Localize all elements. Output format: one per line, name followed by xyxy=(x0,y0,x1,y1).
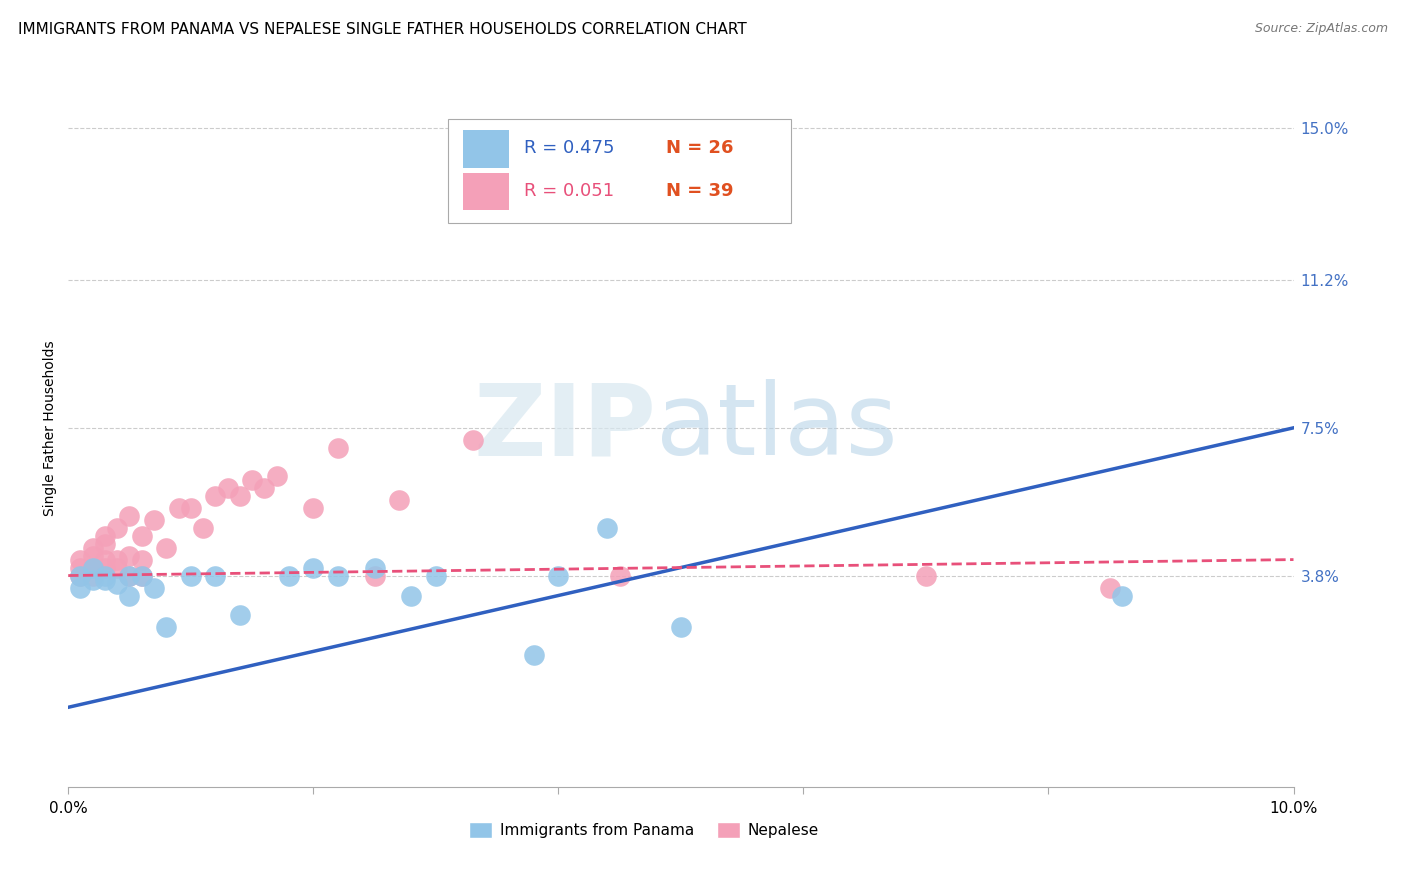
Text: N = 39: N = 39 xyxy=(666,182,734,200)
Point xyxy=(69,581,91,595)
Point xyxy=(82,560,104,574)
Point xyxy=(253,481,276,495)
Point xyxy=(388,492,411,507)
Point xyxy=(277,568,299,582)
Point xyxy=(94,573,117,587)
Point xyxy=(118,589,141,603)
Point xyxy=(326,568,349,582)
Text: IMMIGRANTS FROM PANAMA VS NEPALESE SINGLE FATHER HOUSEHOLDS CORRELATION CHART: IMMIGRANTS FROM PANAMA VS NEPALESE SINGL… xyxy=(18,22,747,37)
Point xyxy=(105,552,128,566)
Point xyxy=(69,568,91,582)
Point xyxy=(94,560,117,574)
Point xyxy=(105,560,128,574)
Point xyxy=(302,560,325,574)
Point xyxy=(105,521,128,535)
Point xyxy=(94,536,117,550)
Point xyxy=(302,500,325,515)
Point xyxy=(82,560,104,574)
Point xyxy=(69,560,91,574)
Point xyxy=(204,568,226,582)
Point xyxy=(363,560,385,574)
Point xyxy=(266,468,288,483)
Point xyxy=(82,541,104,555)
Point xyxy=(131,568,153,582)
Point xyxy=(240,473,263,487)
Text: R = 0.475: R = 0.475 xyxy=(524,139,614,157)
Point xyxy=(94,568,117,582)
Point xyxy=(69,568,91,582)
Point xyxy=(143,513,166,527)
Point xyxy=(229,608,252,623)
Point xyxy=(155,620,177,634)
Text: atlas: atlas xyxy=(657,379,898,476)
Point xyxy=(143,581,166,595)
Text: Source: ZipAtlas.com: Source: ZipAtlas.com xyxy=(1254,22,1388,36)
Point xyxy=(82,568,104,582)
Point xyxy=(191,521,214,535)
Y-axis label: Single Father Households: Single Father Households xyxy=(44,340,58,516)
Point xyxy=(82,573,104,587)
Point xyxy=(425,568,447,582)
FancyBboxPatch shape xyxy=(463,173,509,211)
Point xyxy=(131,568,153,582)
Point xyxy=(1111,589,1133,603)
Point xyxy=(609,568,631,582)
Point xyxy=(217,481,239,495)
FancyBboxPatch shape xyxy=(449,119,792,223)
Point xyxy=(669,620,692,634)
Point xyxy=(461,433,484,447)
Point xyxy=(229,489,252,503)
Point xyxy=(596,521,619,535)
Text: R = 0.051: R = 0.051 xyxy=(524,182,614,200)
Point xyxy=(401,589,423,603)
Point xyxy=(82,549,104,563)
Point xyxy=(131,528,153,542)
Point xyxy=(523,648,546,663)
Point xyxy=(180,568,202,582)
Point xyxy=(326,441,349,455)
Point xyxy=(363,568,385,582)
Point xyxy=(915,568,938,582)
Point xyxy=(118,568,141,582)
Point xyxy=(69,552,91,566)
Point xyxy=(94,552,117,566)
Point xyxy=(180,500,202,515)
Point xyxy=(118,508,141,523)
Point xyxy=(1098,581,1121,595)
Point xyxy=(547,568,569,582)
Point xyxy=(118,549,141,563)
Text: ZIP: ZIP xyxy=(474,379,657,476)
Point xyxy=(131,552,153,566)
Legend: Immigrants from Panama, Nepalese: Immigrants from Panama, Nepalese xyxy=(463,816,825,844)
Text: N = 26: N = 26 xyxy=(666,139,734,157)
FancyBboxPatch shape xyxy=(463,130,509,168)
Point xyxy=(94,528,117,542)
Point xyxy=(118,568,141,582)
Point xyxy=(167,500,190,515)
Point xyxy=(155,541,177,555)
Point xyxy=(204,489,226,503)
Point xyxy=(105,576,128,591)
